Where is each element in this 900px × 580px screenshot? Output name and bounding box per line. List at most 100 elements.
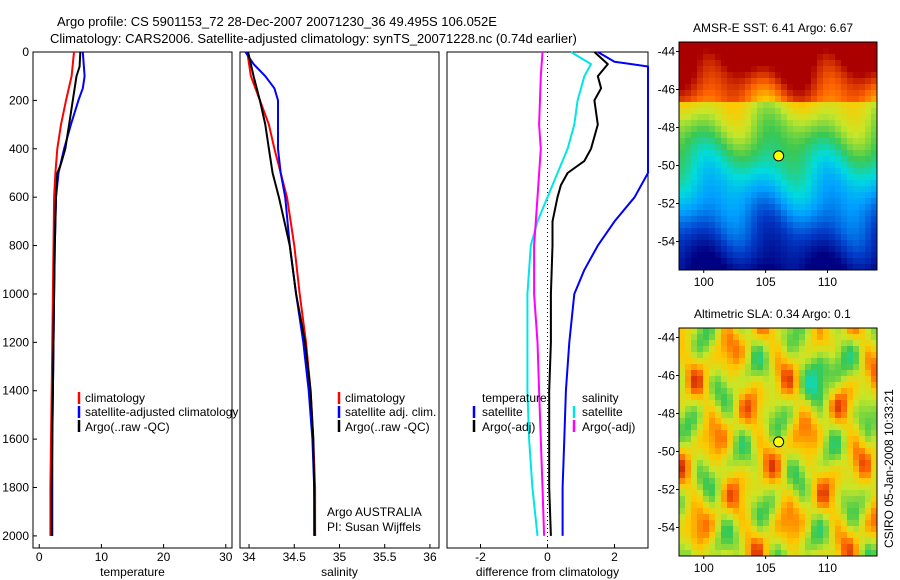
map-cell — [739, 72, 746, 79]
map-cell — [703, 448, 710, 455]
map-cell — [745, 228, 752, 235]
map-cell — [829, 430, 836, 437]
difference-legend: temperature satellite Argo(-adj) salinit… — [472, 391, 635, 434]
map-cell — [757, 334, 764, 341]
map-cell — [829, 532, 836, 539]
map-cell — [703, 496, 710, 503]
map-cell — [721, 328, 728, 335]
map-cell — [793, 222, 800, 229]
map-cell — [733, 252, 740, 259]
map-cell — [721, 78, 728, 85]
map-cell — [763, 532, 770, 539]
map-cell — [793, 430, 800, 437]
y-tick-label: 600 — [9, 190, 29, 204]
map-cell — [715, 484, 722, 491]
map-cell — [853, 388, 860, 395]
map-cell — [721, 538, 728, 545]
map-cell — [865, 364, 872, 371]
map-cell — [787, 370, 794, 377]
map-cell — [763, 418, 770, 425]
map-cell — [781, 412, 788, 419]
map-cell — [847, 442, 854, 449]
map-cell — [745, 328, 752, 335]
map-cell — [817, 394, 824, 401]
map-cell — [691, 156, 698, 163]
map-cell — [817, 126, 824, 133]
map-cell — [691, 418, 698, 425]
map-cell — [745, 490, 752, 497]
map-cell — [835, 364, 842, 371]
map-cell — [871, 258, 878, 265]
map-cell — [871, 532, 878, 539]
map-cell — [757, 370, 764, 377]
map-cell — [811, 84, 818, 91]
map-cell — [847, 394, 854, 401]
map-cell — [829, 496, 836, 503]
map-cell — [787, 520, 794, 527]
map-cell — [823, 132, 830, 139]
map-cell — [727, 358, 734, 365]
map-cell — [727, 424, 734, 431]
map-cell — [787, 204, 794, 211]
map-cell — [763, 544, 770, 551]
map-cell — [853, 60, 860, 67]
map-cell — [697, 54, 704, 61]
map-cell — [847, 400, 854, 407]
x-tick-label: 36 — [423, 550, 437, 564]
map-cell — [775, 364, 782, 371]
map-cell — [781, 216, 788, 223]
map-cell — [805, 364, 812, 371]
map-cell — [721, 102, 728, 109]
map-cell — [763, 204, 770, 211]
map-cell — [829, 478, 836, 485]
map-cell — [775, 228, 782, 235]
map-cell — [739, 126, 746, 133]
map-cell — [703, 544, 710, 551]
map-cell — [799, 132, 806, 139]
map-cell — [871, 454, 878, 461]
map-cell — [721, 108, 728, 115]
map-cell — [679, 66, 686, 73]
map-cell — [865, 544, 872, 551]
map-cell — [763, 198, 770, 205]
map-cell — [793, 42, 800, 49]
map-cell — [811, 132, 818, 139]
map-cell — [805, 222, 812, 229]
map-cell — [805, 132, 812, 139]
map-cell — [823, 394, 830, 401]
map-cell — [721, 472, 728, 479]
map-cell — [805, 66, 812, 73]
map-cell — [823, 370, 830, 377]
map-cell — [763, 144, 770, 151]
map-cell — [745, 394, 752, 401]
map-cell — [775, 60, 782, 67]
map-cell — [823, 358, 830, 365]
map-cell — [853, 436, 860, 443]
map-cell — [835, 340, 842, 347]
map-cell — [799, 424, 806, 431]
map-cell — [703, 114, 710, 121]
map-cell — [709, 490, 716, 497]
map-cell — [709, 132, 716, 139]
map-cell — [787, 114, 794, 121]
map-cell — [727, 472, 734, 479]
map-cell — [787, 48, 794, 55]
map-cell — [721, 508, 728, 515]
map-cell — [721, 412, 728, 419]
map-cell — [787, 418, 794, 425]
map-cell — [781, 508, 788, 515]
map-cell — [781, 72, 788, 79]
map-cell — [727, 138, 734, 145]
map-cell — [841, 466, 848, 473]
map-cell — [697, 490, 704, 497]
map-cell — [835, 216, 842, 223]
map-cell — [787, 334, 794, 341]
map-cell — [811, 48, 818, 55]
map-cell — [751, 418, 758, 425]
map-cell — [703, 228, 710, 235]
map-cell — [841, 54, 848, 61]
map-cell — [865, 126, 872, 133]
map-cell — [751, 198, 758, 205]
map-cell — [805, 358, 812, 365]
map-cell — [691, 54, 698, 61]
